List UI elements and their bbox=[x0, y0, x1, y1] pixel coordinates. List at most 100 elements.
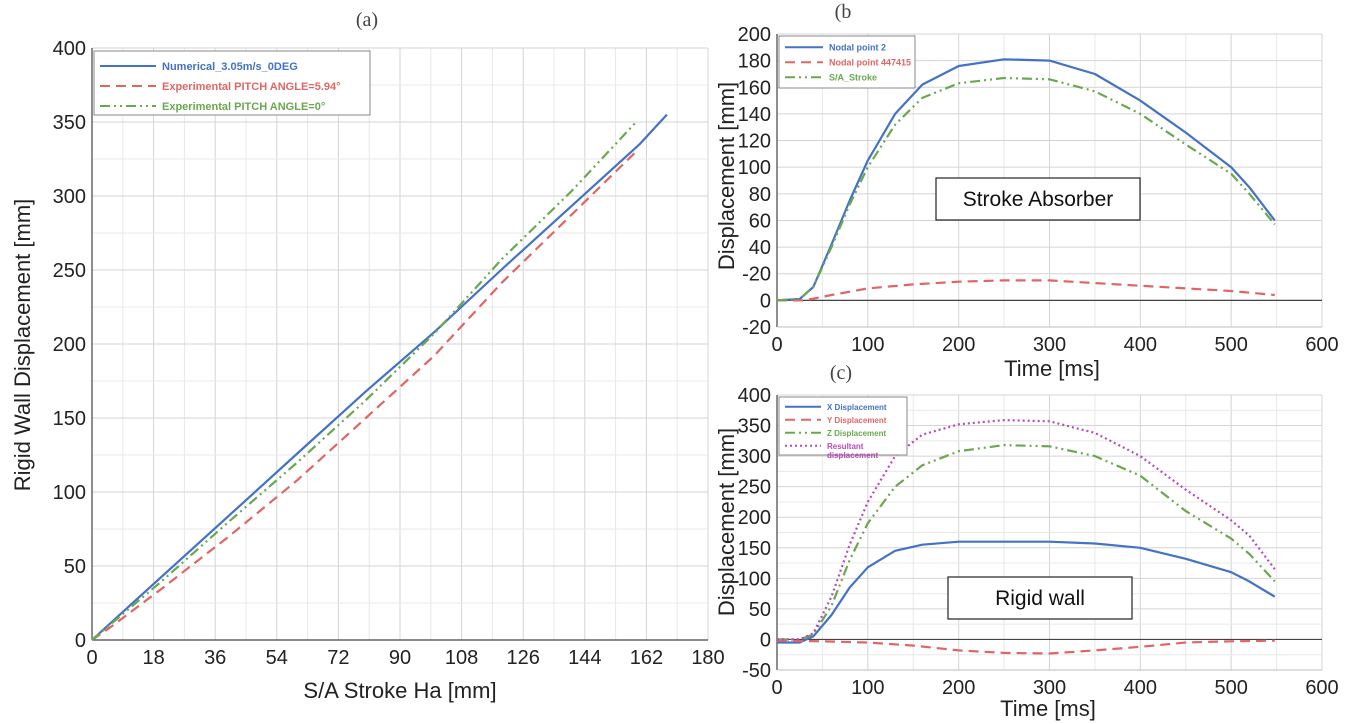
x-tick-label: 36 bbox=[204, 647, 226, 669]
x-axis-title-b: Time [ms] bbox=[1004, 356, 1100, 381]
y-tick-label: 40 bbox=[749, 237, 771, 259]
panel-label-c: (c) bbox=[830, 362, 852, 384]
chart-panel-c: (c) Time [ms] Displacement [mm] Rigid wa… bbox=[714, 362, 1339, 721]
y-tick-label: 50 bbox=[749, 599, 771, 621]
series-line-c-3 bbox=[777, 419, 1276, 641]
y-tick-label: 0 bbox=[75, 630, 86, 652]
y-tick-label: 100 bbox=[53, 482, 86, 504]
x-tick-label: 600 bbox=[1305, 677, 1338, 699]
y-tick-label: 180 bbox=[738, 51, 771, 73]
x-axis-title-a: S/A Stroke Ha [mm] bbox=[303, 678, 496, 703]
legend-label: Nodal point 2 bbox=[829, 43, 886, 53]
y-tick-label: 0 bbox=[760, 629, 771, 651]
y-tick-label: 150 bbox=[738, 538, 771, 560]
series-line-c-1 bbox=[776, 639, 1275, 655]
annotation-box-c bbox=[947, 576, 1133, 620]
x-tick-label: 400 bbox=[1124, 677, 1157, 699]
legend-label: Resultant displacement bbox=[827, 442, 878, 460]
x-tick-label: 100 bbox=[851, 334, 884, 356]
y-tick-label: 150 bbox=[53, 408, 86, 430]
legend-label: Numerical_3.05m/s_0DEG bbox=[162, 61, 298, 73]
x-tick-label: 600 bbox=[1305, 334, 1338, 356]
series-line-a-1 bbox=[91, 150, 637, 641]
x-tick-label: 180 bbox=[691, 647, 724, 669]
y-axis-title-c: Displacement [mm] bbox=[714, 428, 739, 616]
x-tick-label: 0 bbox=[771, 334, 782, 356]
grid-c bbox=[776, 394, 1323, 671]
x-tick-label: 500 bbox=[1214, 677, 1247, 699]
legend-label: Experimental PITCH ANGLE=5.94° bbox=[162, 81, 341, 93]
y-tick-label: 160 bbox=[738, 77, 771, 99]
y-tick-label: -20 bbox=[742, 264, 771, 286]
series-line-c-2 bbox=[777, 444, 1276, 641]
y-axis-title-a: Rigid Wall Displacement [mm] bbox=[10, 199, 35, 492]
x-tick-label: 300 bbox=[1033, 334, 1066, 356]
series-line-b-0 bbox=[776, 58, 1276, 302]
y-axis-title-b: Displacement [mm] bbox=[714, 82, 739, 270]
x-tick-label: 72 bbox=[327, 647, 349, 669]
y-tick-label: 140 bbox=[738, 104, 771, 126]
x-axis-title-c: Time [ms] bbox=[1000, 696, 1096, 721]
chart-panel-b: (b Time [ms] Displacement [mm] Stroke Ab… bbox=[714, 1, 1339, 381]
x-tick-label: 0 bbox=[86, 647, 97, 669]
x-tick-label: 500 bbox=[1214, 334, 1247, 356]
y-tick-label: 60 bbox=[749, 210, 771, 232]
legend-box bbox=[93, 50, 371, 116]
legend-label: Y Displacement bbox=[827, 416, 887, 425]
y-tick-label: 200 bbox=[738, 507, 771, 529]
x-tick-label: 126 bbox=[507, 647, 540, 669]
panel-label-a: (a) bbox=[356, 9, 378, 31]
annotation-rigid-wall: Rigid wall bbox=[995, 587, 1085, 610]
legend-label: X Displacement bbox=[827, 403, 887, 412]
y-tick-label: 250 bbox=[738, 477, 771, 499]
y-tick-label: 200 bbox=[53, 334, 86, 356]
y-tick-label: 120 bbox=[738, 131, 771, 153]
x-tick-label: 90 bbox=[389, 647, 411, 669]
legend-c: X Displacement Y Displacement Z Displaceme… bbox=[778, 396, 908, 460]
x-tick-label: 400 bbox=[1124, 334, 1157, 356]
y-tick-label: 400 bbox=[53, 38, 86, 60]
y-tick-label: 300 bbox=[53, 186, 86, 208]
legend-b: Nodal point 2 Nodal point 447415 S/A_Strok… bbox=[778, 35, 916, 89]
annotation-box-b bbox=[935, 177, 1141, 221]
series-line-a-2 bbox=[91, 121, 637, 641]
y-tick-label: 100 bbox=[738, 157, 771, 179]
x-tick-label: 162 bbox=[630, 647, 663, 669]
y-tick-label: 350 bbox=[53, 112, 86, 134]
series-line-a-0 bbox=[91, 113, 668, 641]
x-tick-label: 100 bbox=[851, 677, 884, 699]
y-tick-label: 200 bbox=[738, 24, 771, 46]
x-tick-label: 200 bbox=[942, 677, 975, 699]
x-tick-label: 108 bbox=[445, 647, 478, 669]
chart-panel-a: (a) S/A Stroke Ha [mm] Rigid Wall Displa… bbox=[10, 9, 725, 703]
legend-label: Experimental PITCH ANGLE=0° bbox=[162, 101, 325, 113]
y-tick-label: 400 bbox=[738, 385, 771, 407]
y-tick-label: -50 bbox=[742, 660, 771, 682]
x-tick-label: 18 bbox=[142, 647, 164, 669]
legend-label: Nodal point 447415 bbox=[829, 58, 911, 68]
legend-label: S/A_Stroke bbox=[829, 73, 877, 83]
grid-a bbox=[91, 47, 709, 641]
y-tick-label: 350 bbox=[738, 416, 771, 438]
x-tick-label: 200 bbox=[942, 334, 975, 356]
y-tick-label: -20 bbox=[742, 317, 771, 339]
panel-label-b: (b bbox=[835, 1, 852, 23]
y-tick-label: 80 bbox=[749, 184, 771, 206]
x-tick-label: 144 bbox=[568, 647, 601, 669]
series-line-c-0 bbox=[777, 540, 1276, 644]
annotation-stroke-absorber: Stroke Absorber bbox=[963, 188, 1114, 211]
x-tick-label: 300 bbox=[1033, 677, 1066, 699]
y-tick-label: 0 bbox=[760, 290, 771, 312]
series-line-b-2 bbox=[776, 76, 1276, 302]
y-tick-label: 250 bbox=[53, 260, 86, 282]
x-tick-label: 0 bbox=[771, 677, 782, 699]
legend-label-line: displacement bbox=[827, 451, 878, 460]
y-tick-label: 300 bbox=[738, 446, 771, 468]
y-tick-label: 50 bbox=[64, 556, 86, 578]
legend-a: Numerical_3.05m/s_0DEG Experimental PITCH… bbox=[93, 50, 371, 116]
x-tick-label: 54 bbox=[266, 647, 288, 669]
legend-label-line: Resultant bbox=[827, 442, 864, 451]
y-tick-label: 100 bbox=[738, 568, 771, 590]
legend-label: Z Displacement bbox=[827, 429, 886, 438]
